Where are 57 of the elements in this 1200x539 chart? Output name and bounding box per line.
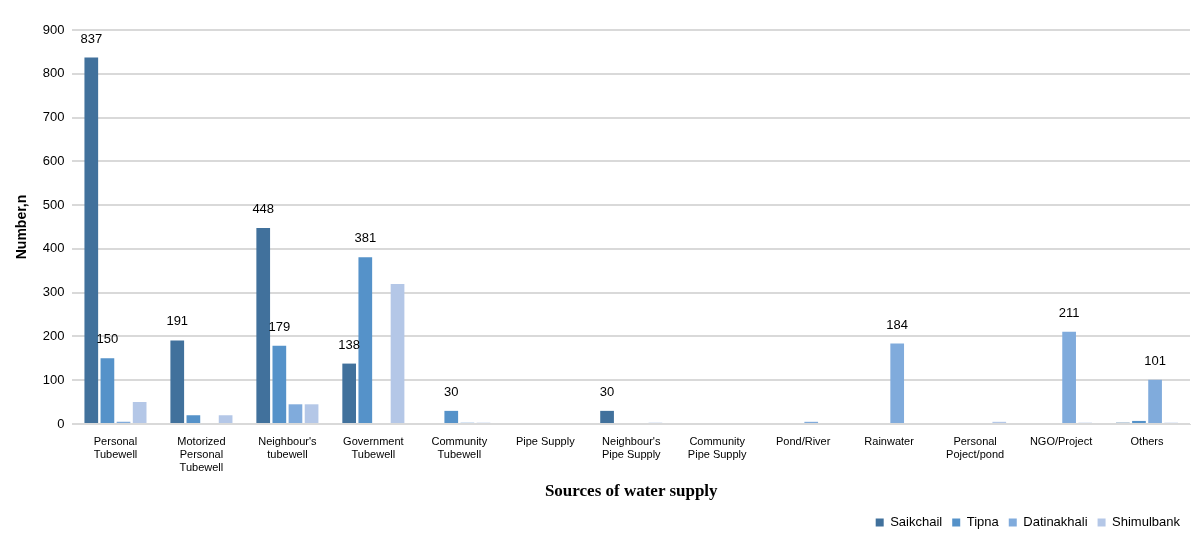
x-tick-label: Rainwater <box>864 434 915 447</box>
bar <box>1062 331 1076 423</box>
x-tick-label: Community Pipe Supply <box>687 434 748 460</box>
data-label: 381 <box>354 230 377 246</box>
bar <box>342 363 357 423</box>
bar <box>890 343 905 423</box>
data-label: 30 <box>444 383 459 399</box>
y-axis-title: Number,n <box>13 194 30 260</box>
y-tick-label: 800 <box>42 65 65 81</box>
data-label: 30 <box>599 383 615 399</box>
bar <box>218 415 233 423</box>
bar <box>1132 420 1146 423</box>
x-tick-label: NGO/Project <box>1029 434 1093 447</box>
y-tick-label: 600 <box>42 152 65 168</box>
bar <box>100 358 115 423</box>
y-tick-label: 200 <box>42 328 65 344</box>
bar <box>288 404 303 423</box>
bar <box>304 404 319 423</box>
y-tick-label: 300 <box>42 284 65 300</box>
data-label: 191 <box>166 313 189 329</box>
bar <box>132 402 147 423</box>
bar <box>600 410 614 423</box>
bar <box>358 257 373 423</box>
legend-label: Datinakhali <box>1023 514 1088 530</box>
bar <box>84 57 99 423</box>
bar <box>272 345 287 423</box>
x-tick-label: Community Tubewell <box>431 434 488 460</box>
y-tick-label: 500 <box>42 196 65 212</box>
x-tick-label: Neighbour's tubewell <box>258 434 318 460</box>
x-tick-label: Pipe Supply <box>515 434 576 447</box>
x-tick-label: Government Tubewell <box>343 434 404 460</box>
legend-label: Shimulbank <box>1112 514 1181 530</box>
data-label: 211 <box>1058 304 1080 320</box>
y-tick-label: 100 <box>42 371 65 387</box>
x-tick-label: Personal Poject/pond <box>946 434 1005 460</box>
x-tick-label: Neighbour's Pipe Supply <box>601 434 662 460</box>
y-tick-label: 0 <box>57 415 65 431</box>
y-tick-label: 400 <box>42 240 65 256</box>
data-label: 101 <box>1144 352 1166 368</box>
data-label: 837 <box>80 30 103 46</box>
x-tick-label: Pond/River <box>775 434 831 447</box>
y-tick-label: 700 <box>42 109 65 125</box>
data-label: 184 <box>886 316 909 332</box>
data-label: 448 <box>252 200 275 216</box>
bar <box>256 227 271 423</box>
legend-label: Saikchail <box>890 514 943 530</box>
bar <box>186 415 201 423</box>
bar <box>444 410 459 423</box>
x-tick-label: Motorized Personal Tubewell <box>177 434 226 474</box>
bar <box>1148 379 1162 423</box>
legend-label: Tipna <box>966 514 1000 530</box>
bar <box>170 340 185 423</box>
y-tick-label: 900 <box>42 21 65 37</box>
x-axis-title: Sources of water supply <box>544 481 719 501</box>
bar <box>390 283 405 423</box>
x-tick-label: Personal Tubewell <box>93 434 138 460</box>
x-tick-label: Others <box>1130 434 1165 447</box>
